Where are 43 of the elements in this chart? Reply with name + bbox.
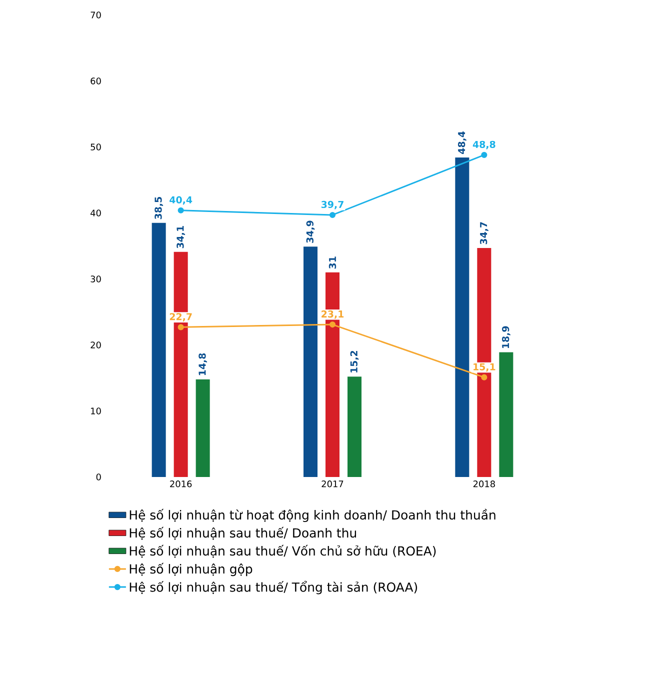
data-label: 15,2	[350, 350, 359, 372]
bar	[152, 222, 166, 477]
data-label: 48,4	[458, 131, 466, 154]
y-tick-label: 0	[96, 474, 101, 480]
x-tick-label: 2017	[322, 480, 344, 488]
bar	[455, 158, 470, 477]
y-tick-label: 20	[90, 342, 101, 348]
bar	[304, 246, 318, 477]
legend-label: Hệ số lợi nhuận sau thuế/ Tổng tài sản (ROAA)	[130, 580, 418, 594]
data-label: 14,8	[198, 353, 208, 376]
data-label: 18,9	[502, 326, 510, 348]
data-label: 34,1	[176, 226, 186, 248]
data-label: 31	[328, 256, 336, 269]
x-tick-label: 2016	[170, 480, 192, 488]
data-label: 23,1	[322, 310, 344, 319]
bar	[499, 352, 514, 477]
y-tick-label: 10	[91, 408, 101, 414]
point	[481, 374, 488, 380]
data-label: 15,1	[474, 363, 496, 372]
legend-label: Hệ số lợi nhuận gộp	[130, 562, 252, 576]
x-tick-label: 2018	[473, 480, 495, 488]
data-label: 34,7	[480, 222, 488, 244]
data-label: 48,8	[472, 140, 496, 150]
legend-label: Hệ số lợi nhuận sau thuế/ Doanh thu	[130, 526, 356, 540]
point	[329, 321, 336, 328]
data-label: 38,5	[154, 197, 164, 220]
y-tick-label: 40	[90, 210, 101, 216]
data-label: 34,9	[306, 220, 315, 243]
data-label: 22,7	[170, 313, 192, 322]
y-tick-label: 70	[90, 12, 101, 18]
data-label: 40,4	[170, 196, 192, 205]
point	[178, 207, 184, 214]
y-tick-label: 60	[90, 78, 101, 84]
bar	[348, 376, 362, 477]
point	[178, 324, 184, 330]
y-tick-label: 30	[90, 276, 101, 282]
bar	[196, 379, 210, 477]
point	[329, 212, 336, 218]
point	[481, 152, 488, 158]
legend-label: Hệ số lợi nhuận sau thuế/ Vốn chủ sở hữu (ROEA)	[130, 544, 436, 558]
y-tick-label: 50	[90, 144, 101, 150]
data-label: 39,7	[321, 200, 344, 210]
legend-label: Hệ số lợi nhuận từ hoạt động kinh doanh/ Doanh thu thuần	[130, 508, 496, 522]
